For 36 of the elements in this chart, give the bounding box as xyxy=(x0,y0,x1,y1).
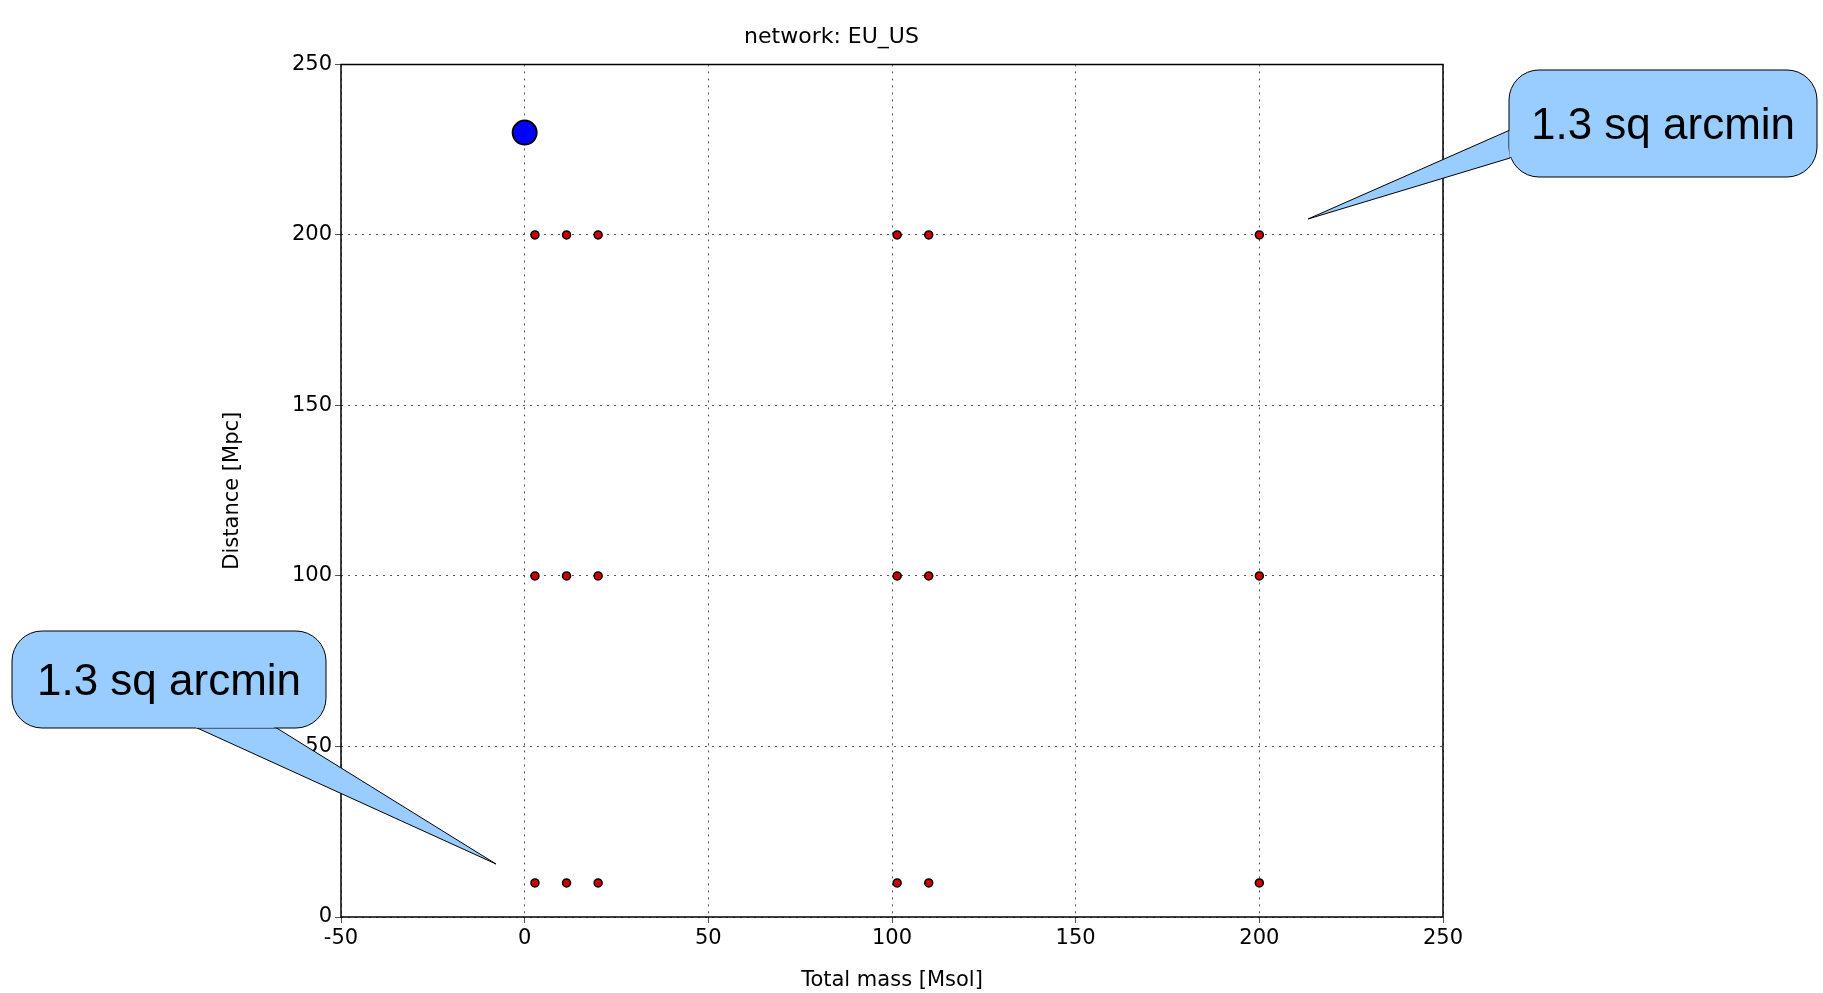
point xyxy=(892,230,902,240)
point xyxy=(561,878,572,888)
text: 1.3 sq arcmin xyxy=(1509,70,1817,177)
point xyxy=(1254,571,1265,581)
x-tick-label: 200 xyxy=(1239,925,1280,950)
point xyxy=(1254,878,1265,888)
point xyxy=(593,878,603,888)
point xyxy=(923,230,934,240)
point xyxy=(923,571,934,581)
x-tick-label: 0 xyxy=(517,925,532,950)
point xyxy=(511,119,538,146)
point xyxy=(892,571,902,581)
point xyxy=(561,230,572,240)
x-tick-label: 150 xyxy=(1055,925,1096,950)
chart-title: network: EU_US xyxy=(744,22,919,49)
x-tick-label: 250 xyxy=(1422,925,1464,950)
point xyxy=(1254,230,1265,240)
y-axis-title: Distance [Mpc] xyxy=(219,411,244,570)
x-axis-title: Total mass [Msol] xyxy=(800,966,983,991)
point xyxy=(530,878,540,888)
text: 1.3 sq arcmin xyxy=(12,631,326,728)
point xyxy=(530,571,540,581)
y-tick-label: 200 xyxy=(291,221,332,246)
y-tick-label: 250 xyxy=(291,50,332,75)
point xyxy=(530,230,540,240)
point xyxy=(593,230,603,240)
x-tick-label: -50 xyxy=(323,925,359,950)
point xyxy=(593,571,603,581)
x-tick-label: 100 xyxy=(871,925,913,950)
y-tick-label: 0 xyxy=(318,903,332,928)
point xyxy=(892,878,902,888)
y-tick-label: 150 xyxy=(291,391,332,416)
y-tick-label: 100 xyxy=(291,562,332,587)
x-tick-label: 50 xyxy=(694,925,722,950)
point xyxy=(561,571,572,581)
point xyxy=(923,878,934,888)
